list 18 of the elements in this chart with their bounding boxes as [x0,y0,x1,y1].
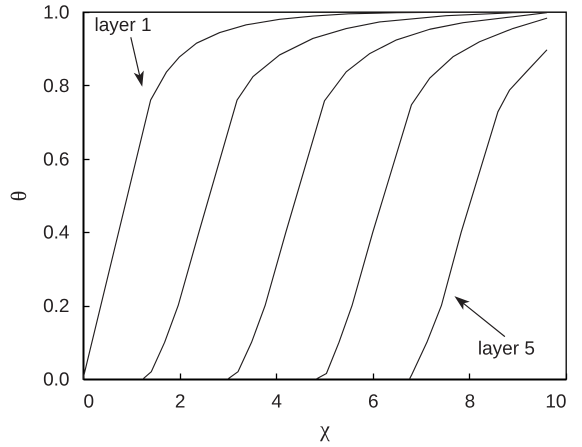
annotation: layer 1 [94,15,152,36]
y-tick-label: 0.2 [43,296,70,318]
x-axis-title: χ [319,416,330,442]
x-tick-label: 0 [84,392,94,412]
x-tick-label: 4 [271,392,282,412]
annotation: layer 5 [478,338,535,360]
y-tick-label: 1.0 [43,2,70,24]
x-tick-label: 6 [368,392,379,412]
y-tick-label: 0.6 [43,149,70,170]
y-tick-label: 0.8 [43,76,70,97]
x-tick-label: 2 [174,392,186,412]
x-tick-label: 8 [464,392,476,412]
y-tick-label: 0.0 [43,370,70,390]
y-axis-title: θ [6,190,32,202]
y-tick-label: 0.4 [43,222,70,244]
line-series [316,18,548,379]
line-series [408,50,548,379]
x-tick-label: 10 [545,392,566,412]
